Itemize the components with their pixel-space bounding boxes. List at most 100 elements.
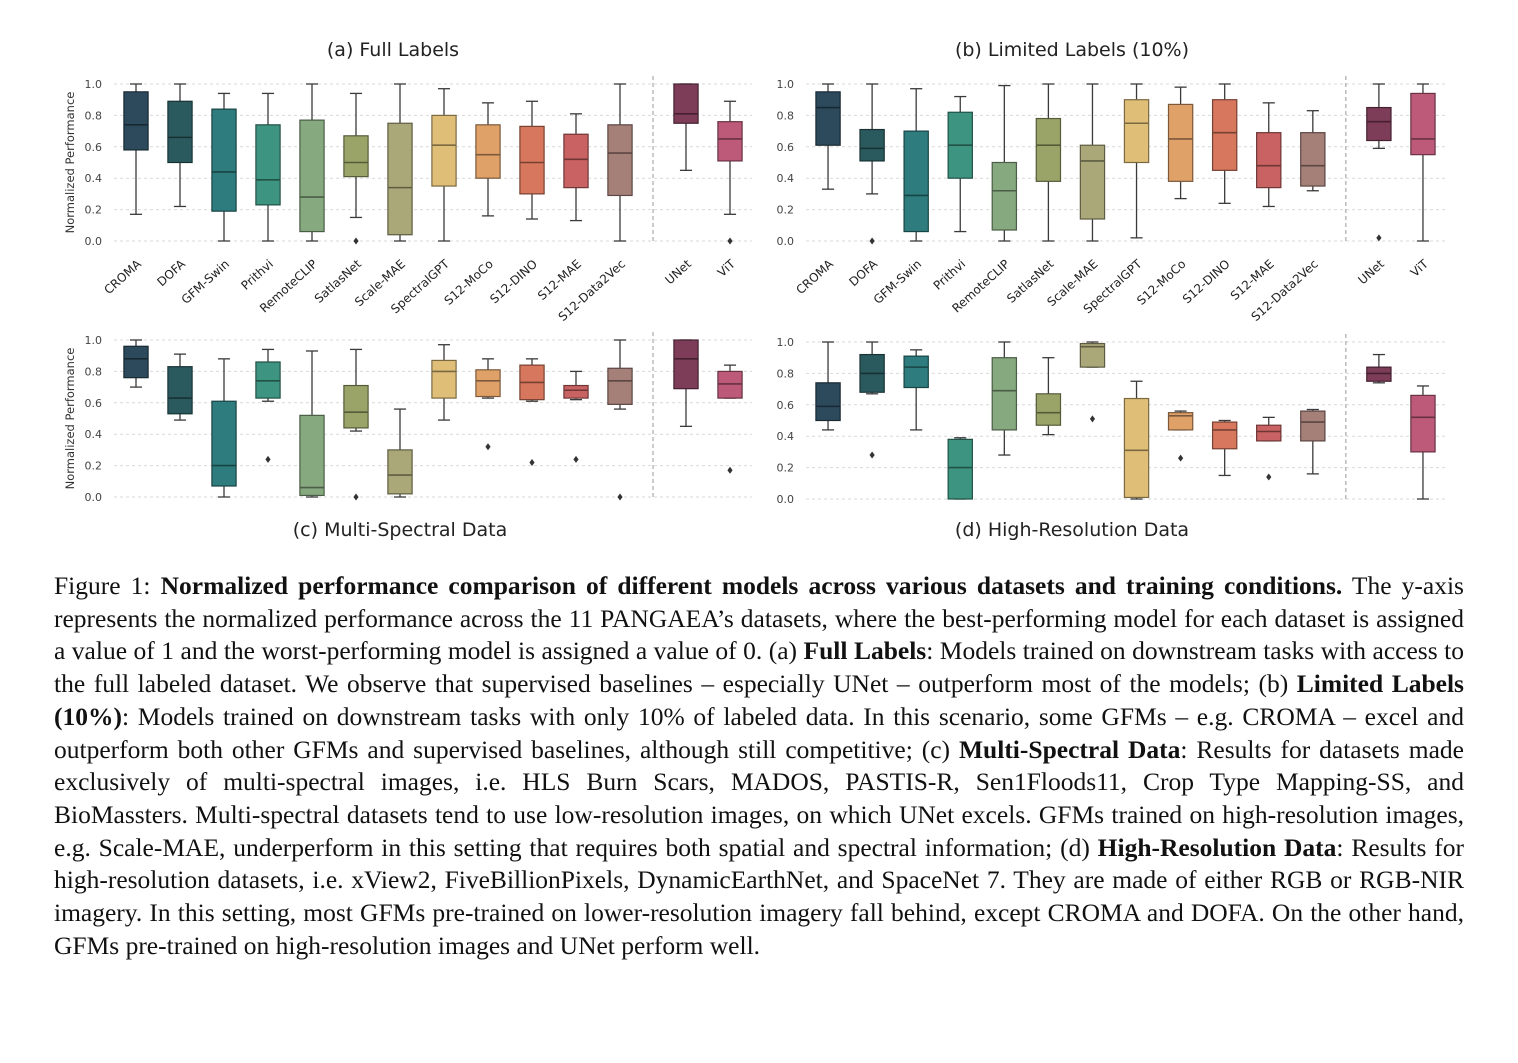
- y-tick-label: 0.0: [85, 235, 103, 248]
- box-iqr: [343, 135, 369, 178]
- box-S12-MAE: [1256, 416, 1282, 481]
- y-tick-label: 0.6: [777, 399, 795, 412]
- caption-text-intro: The y-axis represents the normalized per…: [54, 571, 1464, 666]
- x-tick-label: S12-MoCo: [442, 257, 496, 308]
- x-tick-label: UNet: [1355, 257, 1387, 288]
- box-Scale-MAE: [387, 408, 413, 498]
- panel-title: (c) Multi-Spectral Data: [293, 519, 507, 541]
- caption-limited-labels: Limited Labels (10%): [54, 669, 1464, 731]
- box-S12-MAE: [563, 113, 589, 222]
- caption-text-b: : Models trained on downstream tasks wit…: [54, 701, 1464, 764]
- caption-text-c: : Results for datasets made exclusively …: [54, 734, 1465, 862]
- y-tick-label: 0.6: [85, 397, 103, 410]
- x-tick-label: ViT: [715, 256, 739, 279]
- box-SatlasNet: [343, 348, 369, 501]
- y-tick-label: 0.8: [85, 109, 103, 122]
- box-SatlasNet: [1035, 357, 1062, 436]
- box-iqr: [343, 384, 369, 429]
- box-iqr: [387, 122, 413, 236]
- box-iqr: [673, 83, 699, 124]
- box-iqr: [519, 125, 545, 195]
- box-SpectralGPT: [431, 344, 457, 421]
- x-tick-label: S12-DINO: [1180, 257, 1233, 306]
- box-RemoteCLIP: [299, 350, 325, 498]
- box-ViT: [717, 364, 743, 474]
- box-iqr: [815, 91, 841, 146]
- box-GFM-Swin: [903, 349, 929, 431]
- y-tick-label: 1.0: [85, 334, 103, 347]
- figure-panels: 0.0 0.2 0.4 0.6 0.8 1.0 (a) Full Labels Normali…: [63, 39, 1445, 541]
- box-S12-MoCo: [1167, 410, 1194, 462]
- outlier-point: [485, 443, 491, 451]
- box-GFM-Swin: [211, 358, 237, 498]
- y-tick-label: 0.4: [777, 430, 795, 443]
- box-Prithvi: [255, 92, 281, 242]
- box-GFM-Swin: [903, 88, 929, 242]
- box-S12-MAE: [1256, 102, 1282, 208]
- box-iqr: [903, 130, 929, 233]
- box-Prithvi: [947, 437, 973, 500]
- box-DOFA: [859, 83, 885, 245]
- box-RemoteCLIP: [991, 84, 1018, 242]
- x-tick-label: DOFA: [846, 256, 880, 289]
- box-SatlasNet: [1035, 83, 1062, 242]
- box-S12-MoCo: [475, 358, 501, 451]
- box-iqr: [563, 133, 589, 189]
- box-iqr: [1035, 117, 1062, 182]
- box-iqr: [123, 91, 149, 151]
- caption-high-resolution: High-Resolution Data: [1097, 832, 1337, 862]
- box-S12-DINO: [1211, 83, 1238, 204]
- outlier-point: [265, 455, 271, 463]
- box-iqr: [1123, 397, 1150, 499]
- box-UNet: [673, 83, 699, 172]
- box-Scale-MAE: [1079, 83, 1106, 242]
- y-tick-label: 0.4: [85, 428, 103, 441]
- box-iqr: [607, 367, 633, 405]
- box-Prithvi: [947, 95, 973, 233]
- y-tick-label: 0.8: [777, 109, 795, 122]
- outlier-point: [529, 458, 535, 466]
- outlier-point: [573, 455, 579, 463]
- panel-title: (d) High-Resolution Data: [955, 519, 1189, 541]
- box-iqr: [815, 382, 841, 422]
- box-iqr: [1256, 132, 1282, 189]
- x-tick-label: GFM-Swin: [871, 257, 924, 307]
- box-S12-Data2Vec: [607, 83, 633, 242]
- box-SpectralGPT: [1123, 380, 1150, 500]
- box-iqr: [475, 124, 501, 179]
- caption-prefix: Figure 1:: [54, 571, 161, 600]
- y-tick-label: 1.0: [85, 78, 103, 91]
- outlier-point: [727, 466, 733, 474]
- box-S12-MoCo: [1167, 86, 1194, 200]
- caption-full-labels: Full Labels: [803, 636, 927, 666]
- box-iqr: [947, 438, 973, 500]
- y-tick-label: 0.0: [777, 493, 795, 506]
- box-iqr: [1410, 394, 1436, 453]
- box-SpectralGPT: [431, 88, 457, 242]
- box-ViT: [717, 100, 743, 245]
- box-UNet: [1366, 353, 1392, 384]
- outlier-point: [869, 451, 875, 459]
- x-tick-label: Prithvi: [238, 257, 276, 293]
- outlier-point: [1089, 415, 1096, 423]
- y-tick-label: 0.8: [85, 365, 103, 378]
- y-tick-label: 0.4: [85, 172, 103, 185]
- panel-title: (b) Limited Labels (10%): [955, 39, 1189, 61]
- box-iqr: [673, 339, 699, 390]
- box-iqr: [903, 355, 929, 389]
- box-iqr: [299, 414, 325, 497]
- box-iqr: [123, 345, 149, 379]
- x-tick-label: ViT: [1408, 256, 1432, 279]
- y-tick-label: 1.0: [777, 78, 795, 91]
- box-CROMA: [815, 83, 841, 190]
- box-iqr: [1079, 144, 1106, 220]
- box-S12-MAE: [563, 370, 589, 463]
- caption-title: Normalized performance comparison of dif…: [160, 571, 1343, 600]
- figure-caption: Figure 1: Normalized performance compari…: [54, 570, 1464, 962]
- box-SatlasNet: [343, 92, 369, 245]
- y-axis-label: Normalized Performance: [63, 92, 77, 234]
- box-iqr: [607, 124, 633, 197]
- box-S12-Data2Vec: [1300, 110, 1326, 192]
- box-DOFA: [167, 353, 193, 421]
- box-S12-Data2Vec: [607, 339, 633, 501]
